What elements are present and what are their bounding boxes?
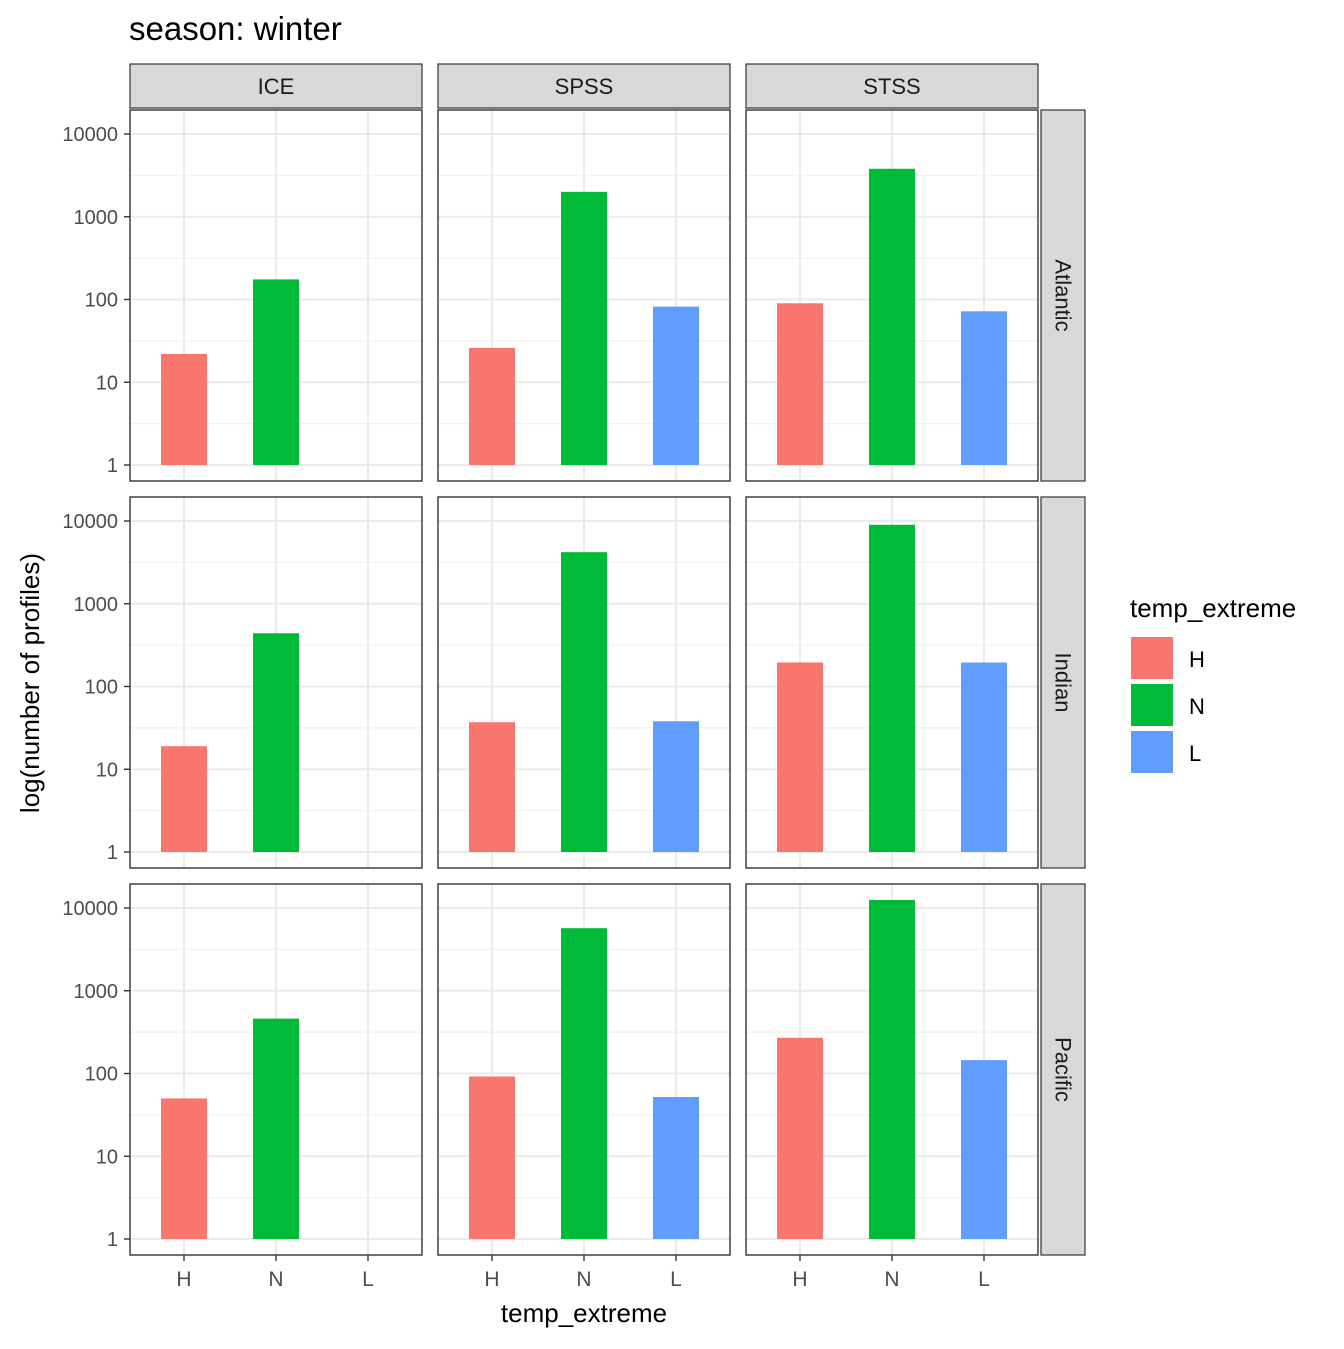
panel-border-atlantic-stss bbox=[745, 109, 1039, 482]
x-tick-label-n: N bbox=[576, 1268, 591, 1291]
bar-pacific-spss-h bbox=[469, 1076, 515, 1239]
legend: temp_extreme HNL bbox=[1130, 593, 1296, 773]
bar-indian-ice-n bbox=[253, 633, 299, 852]
y-tick-label: 10 bbox=[96, 1146, 118, 1168]
bar-pacific-ice-n bbox=[253, 1018, 299, 1239]
y-tick-label: 1 bbox=[107, 842, 118, 864]
y-tick-label: 10 bbox=[96, 759, 118, 781]
facet-strip-stss bbox=[745, 63, 1039, 109]
legend-key-h bbox=[1131, 637, 1173, 679]
x-tick-label-h: H bbox=[792, 1268, 807, 1291]
facet-strip-label-ice: ICE bbox=[258, 74, 295, 99]
y-tick-label: 10 bbox=[96, 372, 118, 394]
bar-pacific-stss-h bbox=[777, 1037, 823, 1239]
y-tick-label: 10000 bbox=[62, 898, 118, 920]
y-tick-label: 100 bbox=[85, 1064, 118, 1086]
legend-title: temp_extreme bbox=[1130, 593, 1296, 623]
bar-atlantic-spss-l bbox=[653, 306, 699, 465]
bar-indian-stss-n bbox=[869, 524, 915, 852]
bar-atlantic-stss-h bbox=[777, 303, 823, 465]
y-tick-label: 10000 bbox=[62, 124, 118, 146]
bar-pacific-stss-l bbox=[961, 1060, 1007, 1239]
facet-strip-label-indian: Indian bbox=[1051, 653, 1076, 713]
bar-atlantic-stss-l bbox=[961, 311, 1007, 465]
panel-border-atlantic-spss bbox=[437, 109, 731, 482]
x-tick-label-n: N bbox=[884, 1268, 899, 1291]
bar-indian-stss-h bbox=[777, 662, 823, 852]
bar-atlantic-stss-n bbox=[869, 168, 915, 466]
y-tick-label: 1 bbox=[107, 455, 118, 477]
facet-strip-ice bbox=[129, 63, 423, 109]
legend-key-l bbox=[1131, 731, 1173, 773]
bar-atlantic-spss-h bbox=[469, 347, 515, 465]
bar-atlantic-spss-n bbox=[561, 191, 607, 465]
facet-strip-atlantic bbox=[1040, 109, 1086, 482]
bar-pacific-spss-l bbox=[653, 1097, 699, 1239]
facet-strip-label-pacific: Pacific bbox=[1051, 1037, 1076, 1102]
y-tick-label: 1000 bbox=[74, 594, 119, 616]
panel-border-atlantic-ice bbox=[129, 109, 423, 482]
y-tick-label: 10000 bbox=[62, 511, 118, 533]
legend-label-h: H bbox=[1189, 647, 1205, 672]
legend-key-n bbox=[1131, 684, 1173, 726]
panel-border-indian-ice bbox=[129, 496, 423, 869]
facet-strip-label-spss: SPSS bbox=[555, 74, 614, 99]
bar-indian-spss-h bbox=[469, 722, 515, 852]
panel-border-indian-stss bbox=[745, 496, 1039, 869]
legend-label-n: N bbox=[1189, 694, 1205, 719]
facet-strip-spss bbox=[437, 63, 731, 109]
bar-atlantic-ice-h bbox=[161, 353, 207, 465]
chart-title: season: winter bbox=[129, 10, 342, 47]
facet-strip-pacific bbox=[1040, 883, 1086, 1256]
x-tick-label-h: H bbox=[176, 1268, 191, 1291]
bar-indian-ice-h bbox=[161, 746, 207, 852]
y-tick-label: 1000 bbox=[74, 981, 119, 1003]
facet-strip-label-atlantic: Atlantic bbox=[1051, 259, 1076, 331]
facet-strip-label-stss: STSS bbox=[863, 74, 920, 99]
x-tick-label-l: L bbox=[670, 1268, 682, 1291]
y-tick-label: 1000 bbox=[74, 207, 119, 229]
y-axis-label: log(number of profiles) bbox=[15, 553, 45, 813]
x-tick-label-l: L bbox=[978, 1268, 990, 1291]
y-tick-label: 1 bbox=[107, 1229, 118, 1251]
bar-pacific-stss-n bbox=[869, 899, 915, 1239]
panel-border-indian-spss bbox=[437, 496, 731, 869]
bar-pacific-spss-n bbox=[561, 928, 607, 1239]
y-tick-label: 100 bbox=[85, 290, 118, 312]
bar-indian-stss-l bbox=[961, 662, 1007, 852]
x-tick-label-n: N bbox=[268, 1268, 283, 1291]
facet-panels: ICE SPSS STSS Atlantic Indian Pacific 1 10 100 10… bbox=[62, 63, 1086, 1291]
bar-pacific-ice-h bbox=[161, 1098, 207, 1239]
facet-strip-indian bbox=[1040, 496, 1086, 869]
x-tick-label-h: H bbox=[484, 1268, 499, 1291]
x-axis-label: temp_extreme bbox=[501, 1298, 667, 1328]
legend-label-l: L bbox=[1189, 741, 1201, 766]
x-tick-label-l: L bbox=[362, 1268, 374, 1291]
bar-indian-spss-l bbox=[653, 721, 699, 852]
bar-atlantic-ice-n bbox=[253, 279, 299, 465]
y-tick-label: 100 bbox=[85, 677, 118, 699]
bar-indian-spss-n bbox=[561, 552, 607, 852]
